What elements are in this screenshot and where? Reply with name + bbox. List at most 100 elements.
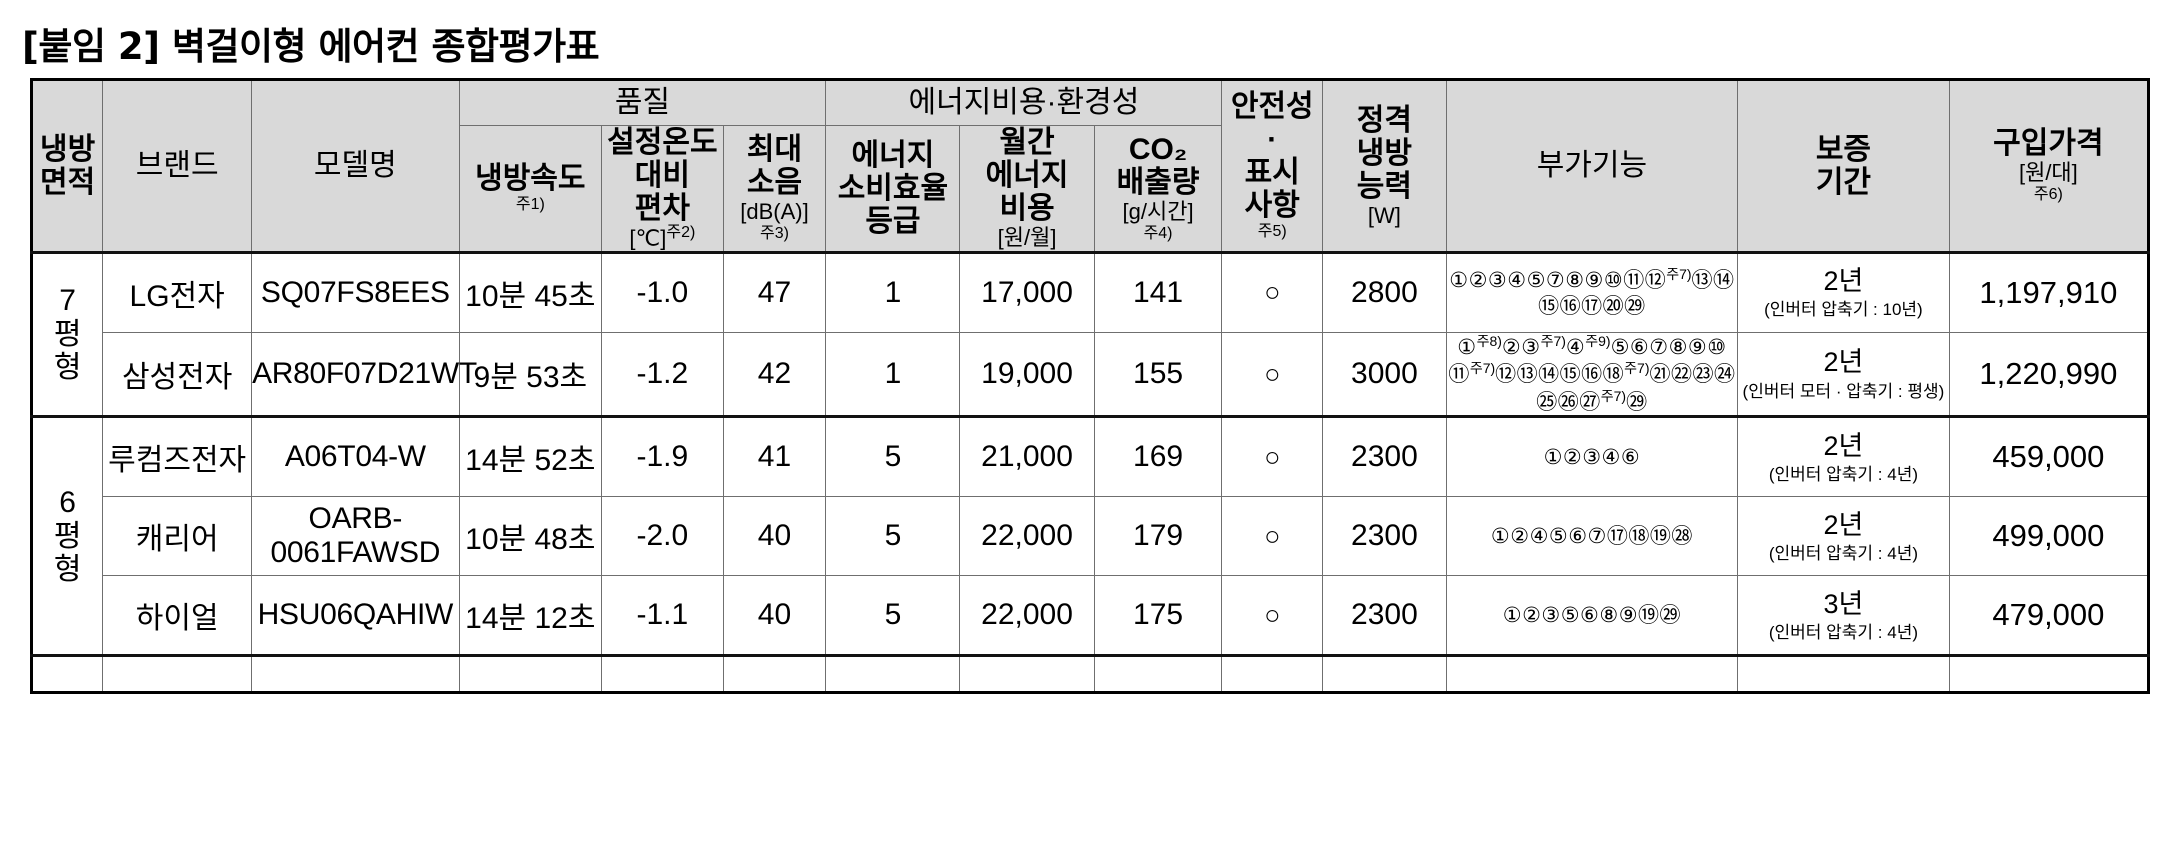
cell-brand: LG전자 (102, 250, 253, 333)
cell-max-noise: 41 (722, 415, 827, 498)
cell-empty (1737, 654, 1950, 694)
cell-empty (1445, 654, 1739, 694)
cell-co2-emissions: 155 (1093, 331, 1223, 418)
cell-model: SQ07FS8EES (251, 250, 460, 333)
col-header-energy-efficiency-grade: 에너지 소비효율 등급 (825, 125, 961, 254)
cell-max-noise: 47 (722, 250, 827, 333)
cell-co2-emissions: 179 (1093, 496, 1223, 577)
cell-empty (825, 654, 961, 694)
cell-co2-emissions: 141 (1093, 250, 1223, 333)
cell-rated-cooling-capacity: 2800 (1322, 250, 1447, 333)
col-header-model: 모델명 (251, 79, 460, 253)
cell-model: AR80F07D21WT (251, 331, 477, 418)
cell-safety-mark: ○ (1221, 331, 1324, 418)
cell-additional-features: ①주8)②③주7)④주9)⑤⑥⑦⑧⑨⑩⑪주7)⑫⑬⑭⑮⑯⑱주7)㉑㉒㉓㉔㉕㉖㉗주… (1445, 331, 1739, 418)
cell-empty (601, 654, 724, 694)
cell-cooling-speed: 14분 12초 (458, 575, 603, 657)
cell-co2-emissions: 175 (1093, 575, 1223, 657)
cell-temperature-deviation: -1.0 (601, 250, 724, 333)
evaluation-table-wrapper: 냉방 면적 브랜드 모델명 품질 에너지비용·환경성 안전성 · 표시 사항 주… (30, 78, 2150, 695)
group-header-energy-environment: 에너지비용·환경성 (825, 79, 1223, 126)
cell-rated-cooling-capacity: 2300 (1322, 496, 1447, 577)
cell-warranty-period: 2년 (인버터 압축기 : 4년) (1737, 415, 1950, 498)
cell-purchase-price: 479,000 (1948, 575, 2150, 657)
table-head: 냉방 면적 브랜드 모델명 품질 에너지비용·환경성 안전성 · 표시 사항 주… (30, 79, 2150, 254)
table-row: 6 평 형 루컴즈전자 A06T04-W 14분 52초 -1.9 41 5 21,000 169 ○… (30, 415, 2150, 657)
header-row-subcolumns: 냉방속도 주1) 설정온도 대비 편차 [℃]주2) 최대 소음 [dB(A)]… (32, 125, 2149, 254)
cell-model: A06T04-W (251, 415, 460, 498)
cell-additional-features: ①②③④⑤⑦⑧⑨⑩⑪⑫주7)⑬⑭⑮⑯⑰⑳㉙ (1445, 250, 1739, 333)
cell-rated-cooling-capacity: 3000 (1322, 331, 1447, 418)
cell-additional-features: ①②③④⑥ (1445, 415, 1739, 498)
page-title: [붙임 2] 벽걸이형 에어컨 종합평가표 (22, 25, 600, 68)
evaluation-table: 냉방 면적 브랜드 모델명 품질 에너지비용·환경성 안전성 · 표시 사항 주… (30, 78, 2150, 695)
cell-cooling-speed: 10분 48초 (458, 496, 603, 577)
cell-safety-mark: ○ (1221, 415, 1324, 498)
cell-energy-efficiency-grade: 5 (825, 496, 961, 577)
cell-purchase-price: 1,220,990 (1948, 331, 2150, 418)
cell-warranty-period: 2년 (인버터 압축기 : 4년) (1737, 496, 1950, 577)
col-header-monthly-energy-cost: 월간 에너지 비용 [원/월] (959, 125, 1095, 254)
table-row: 하이얼 HSU06QAHIW 14분 12초 -1.1 40 5 22,000 175 ○ 230… (32, 575, 2150, 657)
table-row: 캐리어 OARB-0061FAWSD 10분 48초 -2.0 40 5 22,000 179… (32, 496, 2150, 577)
col-header-rated-cooling-capacity: 정격 냉방 능력 [W] (1322, 79, 1447, 253)
cell-empty (30, 654, 104, 694)
cell-additional-features: ①②④⑤⑥⑦⑰⑱⑲㉘ (1445, 496, 1739, 577)
col-header-safety: 안전성 · 표시 사항 주5) (1221, 79, 1324, 253)
cell-empty (722, 654, 827, 694)
cell-monthly-energy-cost: 22,000 (959, 496, 1095, 577)
col-header-temperature-deviation: 설정온도 대비 편차 [℃]주2) (601, 125, 724, 254)
cell-energy-efficiency-grade: 5 (825, 415, 961, 498)
cell-safety-mark: ○ (1221, 496, 1324, 577)
cell-rated-cooling-capacity: 2300 (1322, 415, 1447, 498)
col-header-cooling-speed: 냉방속도 주1) (458, 125, 603, 254)
cell-model: HSU06QAHIW (251, 575, 460, 657)
cell-empty (1948, 654, 2150, 694)
cell-safety-mark: ○ (1221, 575, 1324, 657)
cell-energy-efficiency-grade: 1 (825, 331, 961, 418)
group-header-quality: 품질 (458, 79, 827, 126)
cell-energy-efficiency-grade: 1 (825, 250, 961, 333)
cell-temperature-deviation: -2.0 (601, 496, 724, 577)
col-header-brand: 브랜드 (102, 79, 253, 253)
cell-temperature-deviation: -1.1 (601, 575, 724, 657)
cell-empty (102, 654, 253, 694)
col-header-additional-features: 부가기능 (1445, 79, 1739, 253)
cell-brand: 삼성전자 (102, 331, 253, 418)
cell-empty (959, 654, 1095, 694)
cell-additional-features: ①②③⑤⑥⑧⑨⑲㉙ (1445, 575, 1739, 657)
cell-purchase-price: 499,000 (1948, 496, 2150, 577)
cell-cooling-speed: 14분 52초 (458, 415, 603, 498)
col-header-warranty-period: 보증 기간 (1737, 79, 1950, 253)
cell-cooling-speed: 10분 45초 (458, 250, 603, 333)
cell-energy-efficiency-grade: 5 (825, 575, 961, 657)
cell-rated-cooling-capacity: 2300 (1322, 575, 1447, 657)
cell-empty (1221, 654, 1324, 694)
cell-cooling-speed: 9분 53초 (458, 331, 603, 418)
cell-temperature-deviation: -1.9 (601, 415, 724, 498)
cell-safety-mark: ○ (1221, 250, 1324, 333)
col-header-co2-emissions: CO₂ 배출량 [g/시간] 주4) (1093, 125, 1223, 254)
cell-warranty-period: 3년 (인버터 압축기 : 4년) (1737, 575, 1950, 657)
cell-brand: 하이얼 (102, 575, 253, 657)
header-row-groups: 냉방 면적 브랜드 모델명 품질 에너지비용·환경성 안전성 · 표시 사항 주… (30, 79, 2150, 253)
cell-purchase-price: 1,197,910 (1948, 250, 2150, 333)
table-body: 7 평 형 LG전자 SQ07FS8EES 10분 45초 -1.0 47 1 17,000 141… (30, 250, 2150, 694)
table-row-clipped (30, 654, 2150, 694)
cell-purchase-price: 459,000 (1948, 415, 2150, 498)
cell-brand: 루컴즈전자 (102, 415, 253, 498)
cell-monthly-energy-cost: 19,000 (959, 331, 1095, 418)
cell-brand: 캐리어 (102, 496, 253, 577)
cell-empty (1322, 654, 1447, 694)
col-header-purchase-price: 구입가격 [원/대] 주6) (1948, 79, 2150, 253)
cell-empty (251, 654, 460, 694)
cell-monthly-energy-cost: 21,000 (959, 415, 1095, 498)
cell-monthly-energy-cost: 17,000 (959, 250, 1095, 333)
cell-max-noise: 40 (722, 575, 827, 657)
cell-max-noise: 42 (722, 331, 827, 418)
cell-co2-emissions: 169 (1093, 415, 1223, 498)
cell-warranty-period: 2년 (인버터 모터 · 압축기 : 평생) (1737, 331, 1950, 418)
